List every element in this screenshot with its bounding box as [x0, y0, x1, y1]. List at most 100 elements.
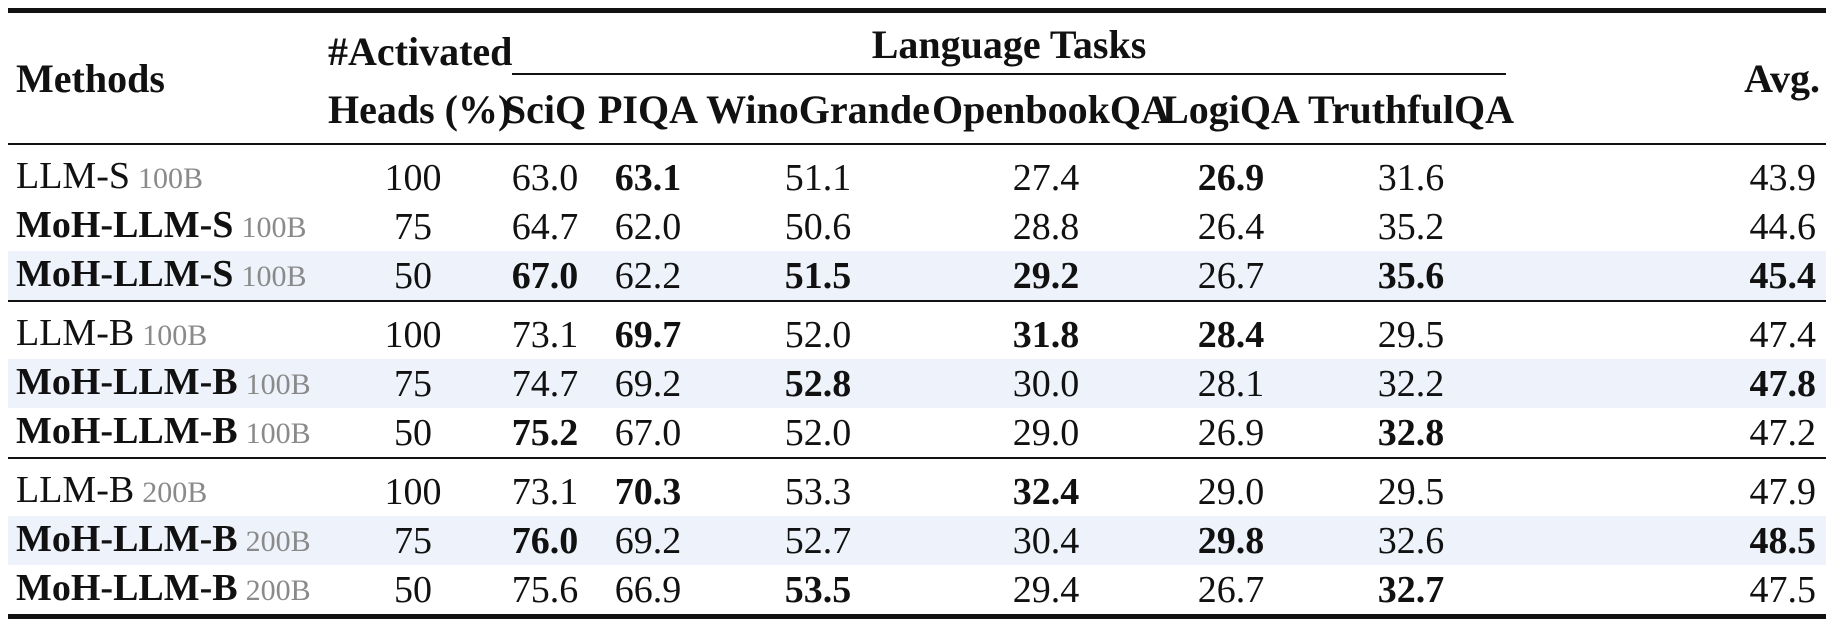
score-winogrande: 52.0	[704, 300, 932, 359]
score-sciq: 73.1	[498, 457, 592, 516]
header-task-logiqa: LogiQA	[1162, 86, 1300, 132]
score-piqa: 69.2	[592, 359, 704, 408]
score-piqa: 67.0	[614, 411, 682, 454]
method-name: MoH-LLM-B	[16, 518, 238, 560]
score-sciq: 73.1	[498, 300, 592, 359]
header-task-truthfulqa: TruthfulQA	[1308, 86, 1514, 132]
activated-heads-cell: 50	[328, 565, 498, 619]
score-truthfulqa: 32.6	[1302, 516, 1520, 565]
training-tokens: 100B	[142, 319, 208, 352]
score-avg: 48.5	[1520, 516, 1826, 565]
score-winogrande: 52.8	[704, 359, 932, 408]
method-cell: MoH-LLM-S 100B	[8, 251, 328, 301]
score-sciq: 67.0	[498, 251, 592, 301]
activated-heads-cell: 100	[328, 300, 498, 359]
score-piqa: 62.0	[614, 205, 682, 248]
score-winogrande: 50.6	[784, 205, 852, 248]
score-winogrande: 52.7	[704, 516, 932, 565]
training-tokens: 100B	[241, 260, 307, 293]
score-openbookqa: 29.4	[932, 565, 1160, 619]
score-openbookqa: 27.4	[932, 143, 1160, 202]
header-task-sciq: SciQ	[503, 86, 587, 132]
activated-heads-cell: 100	[328, 457, 498, 516]
training-tokens: 200B	[142, 476, 208, 509]
score-sciq: 76.0	[498, 516, 592, 565]
activated-heads-cell: 100	[328, 143, 498, 202]
score-winogrande: 51.5	[704, 251, 932, 301]
training-tokens: 100B	[245, 368, 311, 401]
score-openbookqa: 31.8	[932, 300, 1160, 359]
score-piqa: 63.1	[592, 143, 704, 202]
score-piqa: 66.9	[592, 565, 704, 619]
score-openbookqa: 32.4	[932, 457, 1160, 516]
activated-heads-cell: 50	[394, 411, 432, 454]
header-activated-line2: Heads (%)	[328, 86, 512, 132]
score-logiqa: 28.1	[1160, 359, 1302, 408]
score-sciq: 74.7	[498, 359, 592, 408]
score-logiqa: 28.4	[1160, 300, 1302, 359]
table-row: MoH-LLM-B 100B 50 75.2 67.0 52.0 29.0 26.9 32.8 4…	[8, 408, 1826, 458]
table-row: LLM-S 100B 100 63.0 63.1 51.1 27.4 26.9 31.6 43.9	[8, 143, 1826, 202]
score-avg: 43.9	[1520, 143, 1826, 202]
score-logiqa: 29.0	[1160, 457, 1302, 516]
training-tokens: 100B	[138, 162, 204, 195]
score-piqa: 70.3	[592, 457, 704, 516]
score-truthfulqa: 32.8	[1377, 411, 1445, 454]
method-name: MoH-LLM-B	[16, 361, 238, 403]
score-truthfulqa: 35.6	[1302, 251, 1520, 301]
score-sciq: 75.6	[498, 565, 592, 619]
score-openbookqa: 29.0	[1012, 411, 1080, 454]
score-winogrande: 51.1	[704, 143, 932, 202]
score-truthfulqa: 29.5	[1302, 457, 1520, 516]
training-tokens: 100B	[245, 417, 311, 450]
score-openbookqa: 30.0	[932, 359, 1160, 408]
training-tokens: 200B	[245, 574, 311, 607]
score-avg: 47.8	[1520, 359, 1826, 408]
header-avg: Avg.	[1744, 55, 1820, 101]
training-tokens: 200B	[245, 525, 311, 558]
score-piqa: 69.2	[592, 516, 704, 565]
score-openbookqa: 28.8	[1012, 205, 1080, 248]
method-name: MoH-LLM-B	[16, 410, 238, 452]
score-avg: 47.2	[1749, 411, 1817, 454]
score-avg: 44.6	[1749, 205, 1817, 248]
activated-heads-cell: 75	[328, 516, 498, 565]
results-table: Methods #Activated Language Tasks Avg. H…	[8, 8, 1826, 619]
method-name: MoH-LLM-B	[16, 567, 238, 609]
method-name: LLM-S	[16, 155, 130, 197]
method-name: LLM-B	[16, 469, 135, 511]
table-row: LLM-B 200B 100 73.1 70.3 53.3 32.4 29.0 29.5 47.9	[8, 457, 1826, 516]
score-piqa: 69.7	[592, 300, 704, 359]
score-avg: 47.4	[1520, 300, 1826, 359]
activated-heads-cell: 75	[328, 359, 498, 408]
score-sciq: 64.7	[511, 205, 579, 248]
method-name: MoH-LLM-S	[16, 204, 234, 246]
score-truthfulqa: 32.7	[1302, 565, 1520, 619]
table-row: LLM-B 100B 100 73.1 69.7 52.0 31.8 28.4 29.5 47.4	[8, 300, 1826, 359]
header-task-winogrande: WinoGrande	[706, 86, 930, 132]
score-avg: 47.9	[1520, 457, 1826, 516]
score-sciq: 63.0	[498, 143, 592, 202]
method-cell: MoH-LLM-S 100B	[8, 202, 328, 251]
header-activated-line1: #Activated	[328, 29, 513, 74]
header-language-tasks: Language Tasks	[498, 11, 1520, 75]
method-cell: LLM-B 200B	[8, 457, 328, 516]
table-row: MoH-LLM-S 100B 75 64.7 62.0 50.6 28.8 26.4 35.2 4…	[8, 202, 1826, 251]
score-truthfulqa: 31.6	[1302, 143, 1520, 202]
training-tokens: 100B	[241, 211, 307, 244]
activated-heads-cell: 50	[328, 251, 498, 301]
method-cell: MoH-LLM-B 100B	[8, 408, 328, 458]
score-openbookqa: 29.2	[932, 251, 1160, 301]
score-openbookqa: 30.4	[932, 516, 1160, 565]
method-cell: LLM-S 100B	[8, 143, 328, 202]
score-avg: 45.4	[1520, 251, 1826, 301]
header-methods: Methods	[16, 55, 165, 101]
table-row: MoH-LLM-B 100B 75 74.7 69.2 52.8 30.0 28.1 32.2 4…	[8, 359, 1826, 408]
header-task-piqa: PIQA	[598, 86, 698, 132]
method-cell: LLM-B 100B	[8, 300, 328, 359]
table-row: MoH-LLM-B 200B 50 75.6 66.9 53.5 29.4 26.7 32.7 4…	[8, 565, 1826, 619]
method-cell: MoH-LLM-B 200B	[8, 516, 328, 565]
method-cell: MoH-LLM-B 100B	[8, 359, 328, 408]
score-truthfulqa: 32.2	[1302, 359, 1520, 408]
